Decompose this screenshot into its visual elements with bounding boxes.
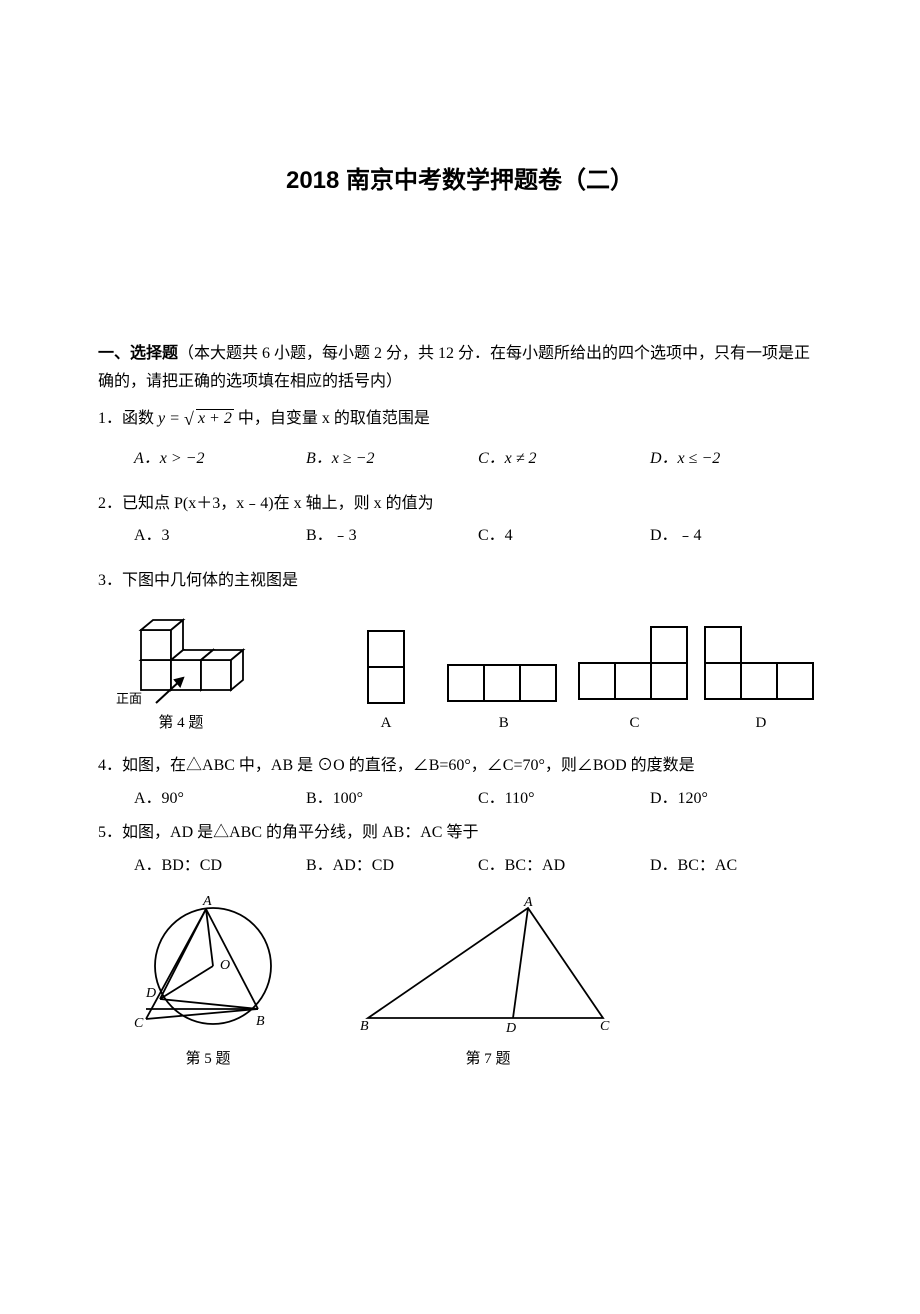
fig5-caption: 第 5 题: [185, 1045, 230, 1074]
q1-stem: 1．函数 y = √ x + 2 中，自变量 x 的取值范围是: [98, 404, 822, 434]
radical-icon: √: [184, 402, 194, 436]
q5-opt-d: D．BC：AC: [650, 851, 822, 881]
question-2: 2．已知点 P(x＋3，x﹣4)在 x 轴上，则 x 的值为 A．3 B．﹣3 …: [98, 489, 822, 552]
q5-text: 如图，AD 是△ABC 的角平分线，则 AB：AC 等于: [122, 824, 478, 841]
q2-text: 已知点 P(x＋3，x﹣4)在 x 轴上，则 x 的值为: [122, 495, 434, 512]
svg-text:B: B: [360, 1019, 369, 1034]
q3-opt-a-figure: A: [334, 627, 439, 738]
q3-opt-c-figure: C: [569, 623, 700, 738]
front-label: 正面: [116, 691, 142, 705]
q3-solid-figure: 正面 第 4 题: [98, 610, 264, 738]
fig-7: A B D C 第 7 题: [358, 896, 618, 1074]
q3-solid-caption: 第 4 题: [158, 709, 203, 738]
q4-num: 4．: [98, 757, 122, 774]
q4-opt-b: B．100°: [306, 784, 478, 814]
triangle-bisector-icon: A B D C: [358, 896, 618, 1041]
svg-text:A: A: [523, 896, 533, 910]
question-4: 4．如图，在△ABC 中，AB 是 ⊙O 的直径，∠B=60°，∠C=70°，则…: [98, 751, 822, 814]
svg-text:D: D: [505, 1021, 516, 1036]
q4-opt-c: C．110°: [478, 784, 650, 814]
fig-5: A O D C B 第 5 题: [128, 891, 288, 1074]
q5-num: 5．: [98, 824, 122, 841]
q1-yeq: y =: [158, 410, 180, 427]
section-1-header: 一、选择题（本大题共 6 小题，每小题 2 分，共 12 分．在每小题所给出的四…: [98, 340, 822, 396]
view-d-icon: [701, 623, 821, 705]
content-area: 一、选择题（本大题共 6 小题，每小题 2 分，共 12 分．在每小题所给出的四…: [0, 340, 920, 1074]
q5-stem: 5．如图，AD 是△ABC 的角平分线，则 AB：AC 等于: [98, 818, 822, 848]
q5-options: A．BD：CD B．AD：CD C．BC：AD D．BC：AC: [98, 851, 822, 881]
q4-text: 如图，在△ABC 中，AB 是 ⊙O 的直径，∠B=60°，∠C=70°，则∠B…: [122, 757, 695, 774]
view-b-icon: [444, 659, 564, 705]
q1-sqrt-arg: x + 2: [196, 409, 234, 427]
q1-post: 中，自变量 x 的取值范围是: [234, 410, 430, 427]
q3-num: 3．: [98, 572, 122, 589]
q2-opt-a: A．3: [134, 521, 306, 551]
question-5: 5．如图，AD 是△ABC 的角平分线，则 AB：AC 等于 A．BD：CD B…: [98, 818, 822, 1073]
view-a-icon: [362, 627, 410, 705]
q2-num: 2．: [98, 495, 122, 512]
svg-text:C: C: [134, 1016, 144, 1031]
q1-opt-b: B．x ≥ −2: [306, 444, 478, 474]
q4-options: A．90° B．100° C．110° D．120°: [98, 784, 822, 814]
q2-stem: 2．已知点 P(x＋3，x﹣4)在 x 轴上，则 x 的值为: [98, 489, 822, 519]
q5-opt-a: A．BD：CD: [134, 851, 306, 881]
q1-opt-c: C．x ≠ 2: [478, 444, 650, 474]
q2-opt-c: C．4: [478, 521, 650, 551]
fig7-caption: 第 7 题: [465, 1045, 510, 1074]
q3-opt-c-label: C: [630, 709, 640, 738]
q2-opt-b: B．﹣3: [306, 521, 478, 551]
question-1: 1．函数 y = √ x + 2 中，自变量 x 的取值范围是 A．x > −2…: [98, 404, 822, 475]
q3-text: 下图中几何体的主视图是: [122, 572, 298, 589]
q5-figure-row: A O D C B 第 5 题 A: [98, 891, 822, 1074]
q1-pre: 函数: [122, 410, 158, 427]
q1-opt-d: D．x ≤ −2: [650, 444, 822, 474]
q3-opt-a-label: A: [381, 709, 392, 738]
q1-opt-a: A．x > −2: [134, 444, 306, 474]
q2-options: A．3 B．﹣3 C．4 D．﹣4: [98, 521, 822, 551]
svg-text:A: A: [202, 894, 212, 909]
q5-opt-b: B．AD：CD: [306, 851, 478, 881]
svg-text:C: C: [600, 1019, 610, 1034]
q5-opt-c: C．BC：AD: [478, 851, 650, 881]
section-desc: （本大题共 6 小题，每小题 2 分，共 12 分．在每小题所给出的四个选项中，…: [98, 345, 810, 390]
svg-text:O: O: [220, 958, 230, 973]
q3-opt-d-label: D: [756, 709, 767, 738]
section-name: 选择题: [130, 345, 178, 362]
q1-options: A．x > −2 B．x ≥ −2 C．x ≠ 2 D．x ≤ −2: [98, 444, 822, 474]
view-c-icon: [575, 623, 695, 705]
question-3: 3．下图中几何体的主视图是: [98, 566, 822, 738]
q2-opt-d: D．﹣4: [650, 521, 822, 551]
svg-text:B: B: [256, 1014, 265, 1029]
q3-opt-b-figure: B: [438, 659, 569, 738]
section-prefix: 一、: [98, 345, 130, 362]
circle-triangle-icon: A O D C B: [128, 891, 288, 1041]
q3-opt-d-figure: D: [700, 623, 822, 738]
svg-text:D: D: [145, 986, 156, 1001]
q3-stem: 3．下图中几何体的主视图是: [98, 566, 822, 596]
q1-num: 1．: [98, 410, 122, 427]
q3-opt-b-label: B: [499, 709, 509, 738]
solid-icon: 正面: [101, 610, 261, 705]
q1-sqrt: √ x + 2: [184, 404, 234, 434]
q3-figure-row: 正面 第 4 题 A: [98, 610, 822, 738]
q4-stem: 4．如图，在△ABC 中，AB 是 ⊙O 的直径，∠B=60°，∠C=70°，则…: [98, 751, 822, 781]
q4-opt-a: A．90°: [134, 784, 306, 814]
q4-opt-d: D．120°: [650, 784, 822, 814]
page-title: 2018 南京中考数学押题卷（二）: [0, 160, 920, 195]
